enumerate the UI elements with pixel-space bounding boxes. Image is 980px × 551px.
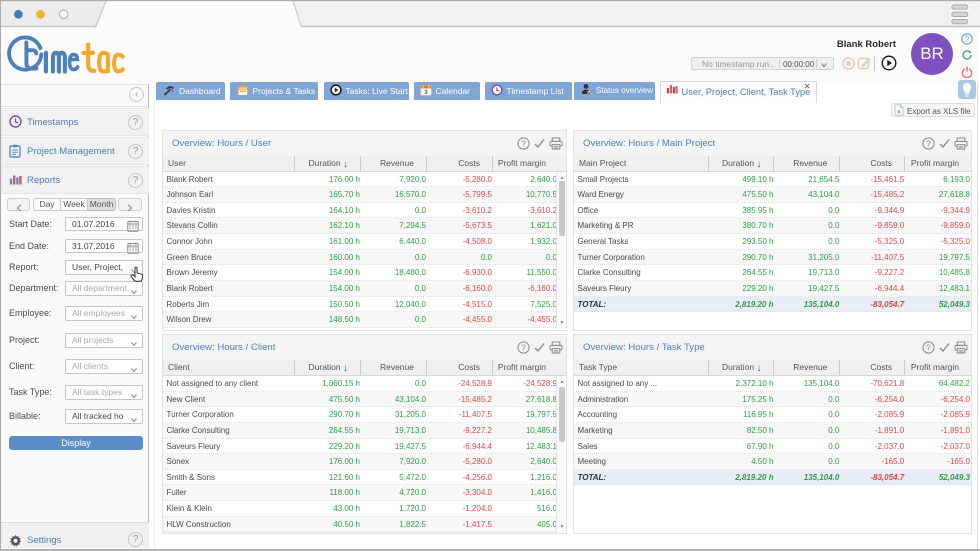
svg-text:3: 3 — [424, 89, 428, 95]
svg-text:?: ? — [521, 342, 526, 352]
svg-text:?: ? — [926, 342, 931, 352]
svg-text:?: ? — [965, 35, 970, 44]
svg-text:?: ? — [521, 138, 526, 148]
svg-text:?: ? — [926, 138, 931, 148]
svg-text:x: x — [897, 109, 901, 116]
